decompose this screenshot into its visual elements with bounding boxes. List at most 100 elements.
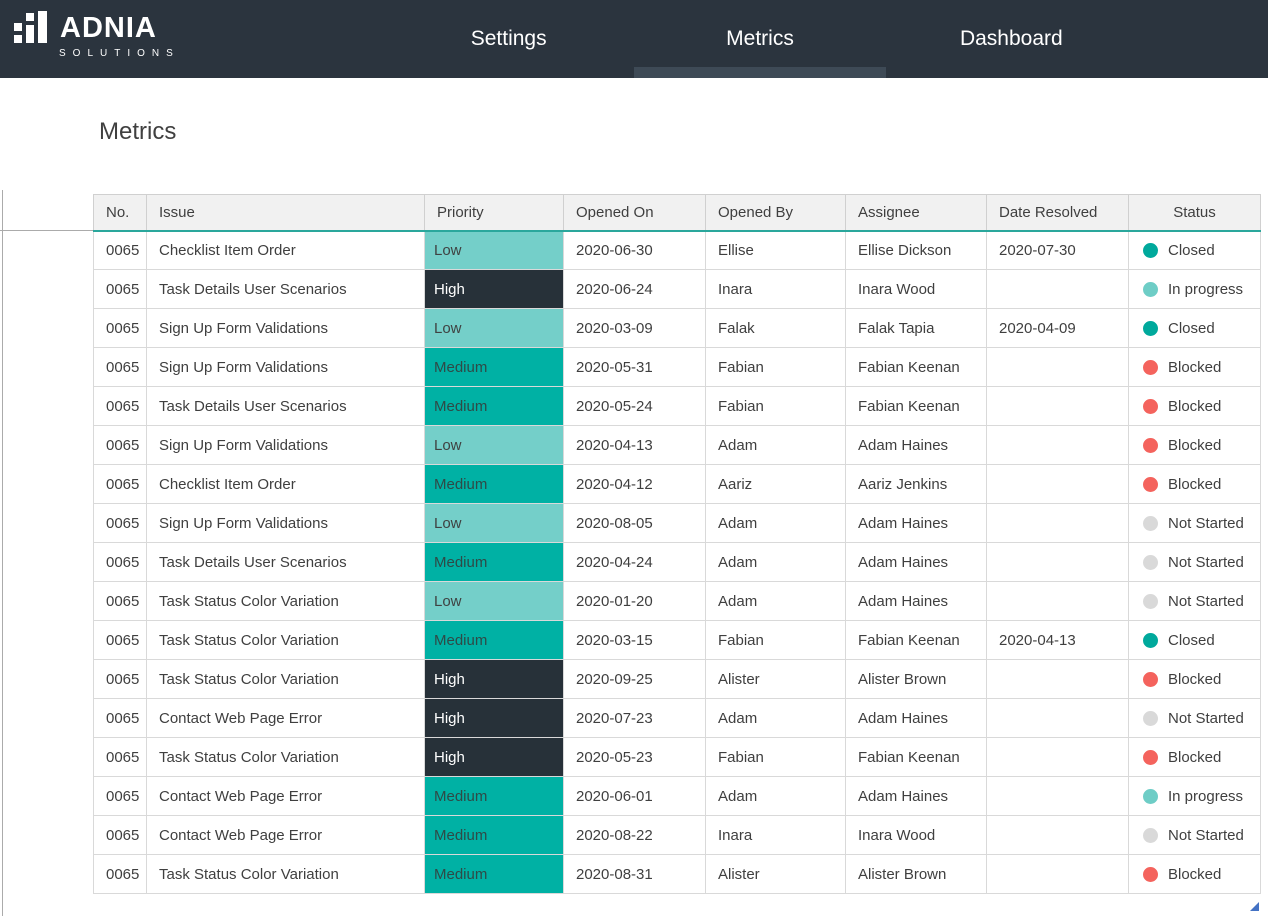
cell-opened-on[interactable]: 2020-04-12 xyxy=(563,464,706,504)
cell-opened-by[interactable]: Alister xyxy=(705,659,846,699)
cell-opened-on[interactable]: 2020-08-22 xyxy=(563,815,706,855)
cell-priority[interactable]: Low xyxy=(424,425,564,465)
cell-opened-on[interactable]: 2020-05-24 xyxy=(563,386,706,426)
table-resize-handle[interactable] xyxy=(1250,902,1259,911)
cell-priority[interactable]: Low xyxy=(424,503,564,543)
cell-issue[interactable]: Checklist Item Order xyxy=(146,230,425,270)
cell-no[interactable]: 0065 xyxy=(93,776,147,816)
cell-no[interactable]: 0065 xyxy=(93,698,147,738)
cell-opened-on[interactable]: 2020-06-01 xyxy=(563,776,706,816)
cell-date-resolved[interactable] xyxy=(986,854,1129,894)
cell-opened-by[interactable]: Adam xyxy=(705,776,846,816)
cell-date-resolved[interactable] xyxy=(986,815,1129,855)
cell-opened-by[interactable]: Falak xyxy=(705,308,846,348)
cell-priority[interactable]: Medium xyxy=(424,542,564,582)
column-header-assignee[interactable]: Assignee xyxy=(845,194,987,232)
cell-opened-by[interactable]: Adam xyxy=(705,542,846,582)
cell-priority[interactable]: Medium xyxy=(424,386,564,426)
cell-priority[interactable]: Medium xyxy=(424,854,564,894)
cell-status[interactable]: Blocked xyxy=(1128,737,1261,777)
cell-issue[interactable]: Task Details User Scenarios xyxy=(146,269,425,309)
cell-status[interactable]: Blocked xyxy=(1128,347,1261,387)
cell-opened-by[interactable]: Inara xyxy=(705,269,846,309)
cell-priority[interactable]: Low xyxy=(424,230,564,270)
cell-status[interactable]: Not Started xyxy=(1128,581,1261,621)
cell-priority[interactable]: Medium xyxy=(424,464,564,504)
nav-item-metrics[interactable]: Metrics xyxy=(634,0,886,78)
cell-status[interactable]: In progress xyxy=(1128,269,1261,309)
cell-date-resolved[interactable] xyxy=(986,347,1129,387)
cell-date-resolved[interactable] xyxy=(986,581,1129,621)
cell-issue[interactable]: Task Details User Scenarios xyxy=(146,542,425,582)
cell-no[interactable]: 0065 xyxy=(93,854,147,894)
cell-date-resolved[interactable]: 2020-04-09 xyxy=(986,308,1129,348)
cell-issue[interactable]: Task Status Color Variation xyxy=(146,737,425,777)
cell-opened-on[interactable]: 2020-05-23 xyxy=(563,737,706,777)
cell-issue[interactable]: Task Details User Scenarios xyxy=(146,386,425,426)
cell-assignee[interactable]: Alister Brown xyxy=(845,659,987,699)
cell-no[interactable]: 0065 xyxy=(93,386,147,426)
cell-priority[interactable]: Medium xyxy=(424,347,564,387)
cell-date-resolved[interactable] xyxy=(986,503,1129,543)
cell-status[interactable]: Closed xyxy=(1128,308,1261,348)
cell-status[interactable]: Blocked xyxy=(1128,425,1261,465)
cell-priority[interactable]: Medium xyxy=(424,620,564,660)
cell-issue[interactable]: Sign Up Form Validations xyxy=(146,503,425,543)
cell-no[interactable]: 0065 xyxy=(93,737,147,777)
cell-assignee[interactable]: Fabian Keenan xyxy=(845,386,987,426)
cell-status[interactable]: In progress xyxy=(1128,776,1261,816)
cell-issue[interactable]: Task Status Color Variation xyxy=(146,620,425,660)
cell-no[interactable]: 0065 xyxy=(93,308,147,348)
cell-assignee[interactable]: Inara Wood xyxy=(845,815,987,855)
cell-priority[interactable]: Low xyxy=(424,308,564,348)
cell-opened-by[interactable]: Adam xyxy=(705,503,846,543)
cell-status[interactable]: Not Started xyxy=(1128,698,1261,738)
cell-date-resolved[interactable] xyxy=(986,386,1129,426)
cell-assignee[interactable]: Aariz Jenkins xyxy=(845,464,987,504)
cell-date-resolved[interactable]: 2020-07-30 xyxy=(986,230,1129,270)
cell-no[interactable]: 0065 xyxy=(93,269,147,309)
cell-priority[interactable]: High xyxy=(424,269,564,309)
cell-status[interactable]: Not Started xyxy=(1128,815,1261,855)
cell-status[interactable]: Blocked xyxy=(1128,854,1261,894)
cell-assignee[interactable]: Adam Haines xyxy=(845,776,987,816)
cell-issue[interactable]: Contact Web Page Error xyxy=(146,698,425,738)
cell-priority[interactable]: High xyxy=(424,698,564,738)
cell-opened-on[interactable]: 2020-03-09 xyxy=(563,308,706,348)
column-header-opened-by[interactable]: Opened By xyxy=(705,194,846,232)
cell-assignee[interactable]: Adam Haines xyxy=(845,503,987,543)
cell-status[interactable]: Not Started xyxy=(1128,503,1261,543)
cell-opened-on[interactable]: 2020-04-24 xyxy=(563,542,706,582)
cell-no[interactable]: 0065 xyxy=(93,581,147,621)
cell-opened-on[interactable]: 2020-08-31 xyxy=(563,854,706,894)
cell-assignee[interactable]: Inara Wood xyxy=(845,269,987,309)
cell-opened-on[interactable]: 2020-05-31 xyxy=(563,347,706,387)
cell-date-resolved[interactable] xyxy=(986,542,1129,582)
cell-assignee[interactable]: Ellise Dickson xyxy=(845,230,987,270)
cell-priority[interactable]: High xyxy=(424,737,564,777)
cell-issue[interactable]: Sign Up Form Validations xyxy=(146,425,425,465)
cell-status[interactable]: Closed xyxy=(1128,620,1261,660)
cell-issue[interactable]: Task Status Color Variation xyxy=(146,854,425,894)
cell-opened-by[interactable]: Aariz xyxy=(705,464,846,504)
cell-opened-by[interactable]: Alister xyxy=(705,854,846,894)
cell-assignee[interactable]: Fabian Keenan xyxy=(845,347,987,387)
cell-date-resolved[interactable] xyxy=(986,659,1129,699)
cell-opened-by[interactable]: Fabian xyxy=(705,620,846,660)
cell-no[interactable]: 0065 xyxy=(93,659,147,699)
cell-opened-by[interactable]: Fabian xyxy=(705,386,846,426)
cell-status[interactable]: Blocked xyxy=(1128,659,1261,699)
cell-status[interactable]: Not Started xyxy=(1128,542,1261,582)
cell-assignee[interactable]: Adam Haines xyxy=(845,542,987,582)
cell-issue[interactable]: Task Status Color Variation xyxy=(146,659,425,699)
column-header-status[interactable]: Status xyxy=(1128,194,1261,232)
cell-status[interactable]: Blocked xyxy=(1128,464,1261,504)
cell-issue[interactable]: Sign Up Form Validations xyxy=(146,347,425,387)
cell-issue[interactable]: Task Status Color Variation xyxy=(146,581,425,621)
cell-priority[interactable]: Medium xyxy=(424,776,564,816)
cell-assignee[interactable]: Adam Haines xyxy=(845,581,987,621)
cell-opened-by[interactable]: Adam xyxy=(705,425,846,465)
cell-opened-by[interactable]: Fabian xyxy=(705,737,846,777)
cell-status[interactable]: Blocked xyxy=(1128,386,1261,426)
cell-no[interactable]: 0065 xyxy=(93,542,147,582)
